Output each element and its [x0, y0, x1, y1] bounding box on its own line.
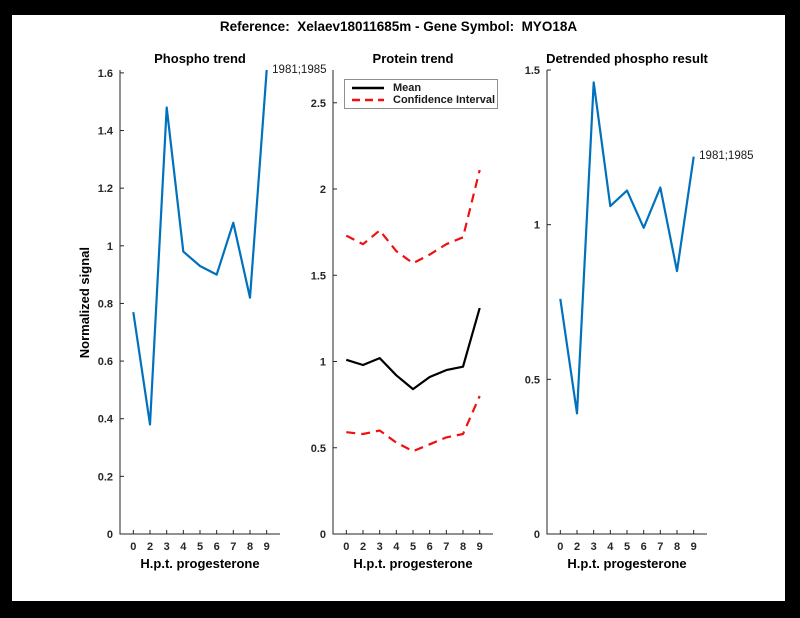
x-tick-label: 9: [264, 541, 270, 553]
y-tick-label: 1: [107, 241, 113, 253]
confidence-lower-line: [346, 395, 481, 453]
x-tick-label: 4: [180, 541, 187, 553]
x-tick-label: 0: [557, 541, 563, 553]
x-tick-label: 6: [427, 541, 433, 553]
x-tick-label: 8: [674, 541, 680, 553]
x-tick-label: 6: [641, 541, 647, 553]
x-tick-label: 2: [574, 541, 580, 553]
mean-line: [345, 307, 481, 391]
confidence-upper-line: [345, 169, 481, 265]
y-tick-label: 0.6: [98, 356, 113, 368]
x-tick-label: 4: [393, 541, 400, 553]
x-tick-label: 5: [197, 541, 203, 553]
y-tick-label: 2: [320, 184, 326, 196]
legend-label-mean: Mean: [393, 82, 422, 94]
x-tick-label: 2: [147, 541, 153, 553]
x-tick-label: 4: [607, 541, 614, 553]
axis-spines: [332, 70, 493, 535]
x-tick-label: 7: [657, 541, 663, 553]
y-tick-label: 1.6: [98, 68, 113, 80]
x-tick-label: 8: [460, 541, 466, 553]
x-tick-label: 3: [377, 541, 383, 553]
x-tick-label: 3: [164, 541, 170, 553]
y-tick-label: 0.5: [311, 443, 326, 455]
y-tick-label: 1: [320, 357, 326, 369]
legend-row-mean: Mean: [345, 82, 497, 94]
x-tick-label: 9: [477, 541, 483, 553]
phospho-trend-line: [132, 69, 268, 426]
legend-row-confidence-interval: Confidence Interval: [345, 94, 497, 106]
legend-label-confidence-interval: Confidence Interval: [393, 94, 496, 106]
y-tick-label: 0.4: [98, 414, 114, 426]
legend: Mean Confidence Interval: [344, 79, 498, 109]
x-tick-label: 3: [591, 541, 597, 553]
subplot3-endpoint-label: 1981;1985: [699, 150, 754, 163]
x-tick-label: 7: [443, 541, 449, 553]
y-tick-label: 1.5: [311, 270, 326, 282]
y-tick-label: 0.5: [525, 374, 540, 386]
x-tick-label: 2: [360, 541, 366, 553]
subplot1-xlabel: H.p.t. progesterone: [140, 556, 260, 571]
subplot3-title: Detrended phospho result: [546, 51, 708, 66]
figure-title: Reference: Xelaev18011685m - Gene Symbol…: [219, 19, 578, 34]
x-tick-label: 0: [343, 541, 349, 553]
subplot1-ylabel: Normalized signal: [77, 247, 92, 359]
legend-line-solid-icon: [352, 86, 384, 90]
y-tick-label: 1.5: [525, 65, 540, 77]
y-tick-label: 0.8: [98, 298, 113, 310]
axis-spines: [119, 70, 280, 535]
y-tick-label: 0.2: [98, 471, 113, 483]
y-tick-label: 1.2: [98, 183, 113, 195]
detrended-phospho-line: [559, 81, 695, 415]
x-tick-label: 0: [130, 541, 136, 553]
x-tick-label: 9: [691, 541, 697, 553]
x-tick-label: 5: [410, 541, 416, 553]
x-tick-label: 6: [214, 541, 220, 553]
figure-canvas: [12, 15, 785, 601]
x-tick-label: 7: [230, 541, 236, 553]
y-tick-label: 1: [534, 220, 540, 232]
x-tick-label: 8: [247, 541, 253, 553]
x-tick-label: 5: [624, 541, 630, 553]
legend-line-dashed-icon: [352, 98, 384, 102]
y-tick-label: 0: [320, 529, 326, 541]
axis-spines: [546, 70, 707, 535]
subplot1-endpoint-label: 1981;1985: [272, 63, 327, 76]
y-tick-label: 1.4: [98, 126, 114, 138]
subplot1-title: Phospho trend: [154, 51, 246, 66]
y-tick-label: 0: [107, 529, 113, 541]
subplot2-title: Protein trend: [372, 51, 454, 66]
subplot3-xlabel: H.p.t. progesterone: [567, 556, 687, 571]
y-tick-label: 2.5: [311, 98, 326, 110]
subplot2-xlabel: H.p.t. progesterone: [353, 556, 473, 571]
y-tick-label: 0: [534, 529, 540, 541]
